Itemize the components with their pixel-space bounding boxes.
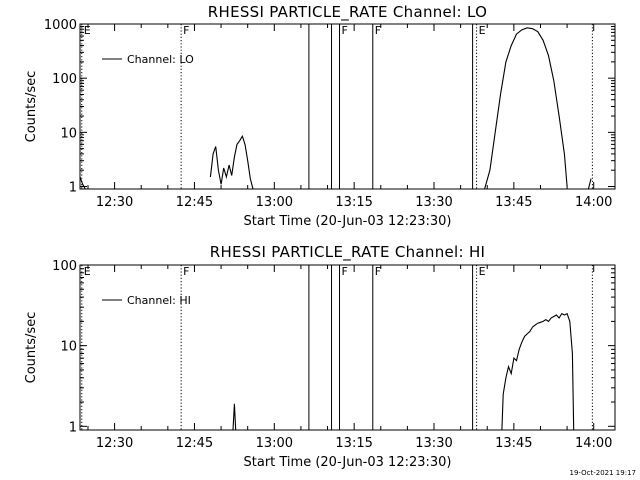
- event-flag-label-hi: F: [342, 265, 348, 278]
- footer-timestamp: 19-Oct-2021 19:17: [570, 469, 636, 477]
- x-tick-label-hi: 13:30: [415, 436, 452, 451]
- y-tick-label-lo: 1: [69, 181, 77, 196]
- event-flag-label-hi: E: [479, 265, 486, 278]
- legend-label-hi: Channel: HI: [127, 294, 191, 307]
- x-axis-label-lo: Start Time (20-Jun-03 12:23:30): [244, 214, 452, 229]
- x-tick-label-hi: 13:15: [335, 436, 372, 451]
- panel-lo: RHESSI PARTICLE_RATE Channel: LO Start Ti…: [24, 3, 616, 229]
- series-line-hi-segment-1: [501, 312, 575, 431]
- y-axis-label-hi: Counts/sec: [24, 312, 39, 384]
- plot-frame-hi: [79, 264, 616, 431]
- chart-title-hi: RHESSI PARTICLE_RATE Channel: HI: [210, 243, 486, 262]
- x-tick-label-lo: 12:30: [96, 195, 133, 210]
- series-line-lo-segment-1: [209, 134, 254, 190]
- x-tick-label-lo: 13:30: [415, 195, 452, 210]
- series-line-lo-segment-3: [587, 178, 592, 190]
- x-tick-label-lo: 13:00: [256, 195, 293, 210]
- x-tick-label-lo: 12:45: [176, 195, 213, 210]
- panel-hi: RHESSI PARTICLE_RATE Channel: HI Start Ti…: [24, 243, 616, 470]
- x-tick-label-hi: 12:30: [96, 436, 133, 451]
- y-tick-label-hi: 100: [52, 259, 77, 274]
- plot-frame-lo: [79, 23, 616, 190]
- x-axis-label-hi: Start Time (20-Jun-03 12:23:30): [244, 455, 452, 470]
- y-tick-label-hi: 1: [69, 420, 77, 435]
- y-tick-label-lo: 100: [52, 72, 77, 87]
- y-axis-label-lo: Counts/sec: [24, 71, 39, 143]
- x-tick-label-hi: 13:45: [495, 436, 532, 451]
- x-tick-label-lo: 13:45: [495, 195, 532, 210]
- x-tick-label-lo: 13:15: [335, 195, 372, 210]
- x-tick-label-hi: 14:00: [575, 436, 612, 451]
- event-flag-label-lo: F: [375, 24, 381, 37]
- series-line-lo-segment-0: [79, 176, 86, 190]
- x-tick-label-hi: 13:00: [256, 436, 293, 451]
- x-tick-label-hi: 12:45: [176, 436, 213, 451]
- y-tick-label-lo: 1000: [44, 18, 77, 33]
- series-line-hi-segment-0: [232, 403, 237, 431]
- event-flag-label-hi: F: [375, 265, 381, 278]
- event-flag-label-lo: F: [342, 24, 348, 37]
- event-flag-label-hi: E: [84, 265, 91, 278]
- chart-title-lo: RHESSI PARTICLE_RATE Channel: LO: [208, 3, 487, 22]
- series-line-lo-segment-2: [484, 27, 568, 190]
- y-tick-label-hi: 10: [60, 340, 77, 355]
- event-flag-label-lo: F: [183, 24, 189, 37]
- event-flag-label-hi: F: [183, 265, 189, 278]
- x-tick-label-lo: 14:00: [575, 195, 612, 210]
- legend-label-lo: Channel: LO: [127, 53, 194, 66]
- y-tick-label-lo: 10: [60, 126, 77, 141]
- event-flag-label-lo: E: [84, 24, 91, 37]
- event-flag-label-lo: E: [479, 24, 486, 37]
